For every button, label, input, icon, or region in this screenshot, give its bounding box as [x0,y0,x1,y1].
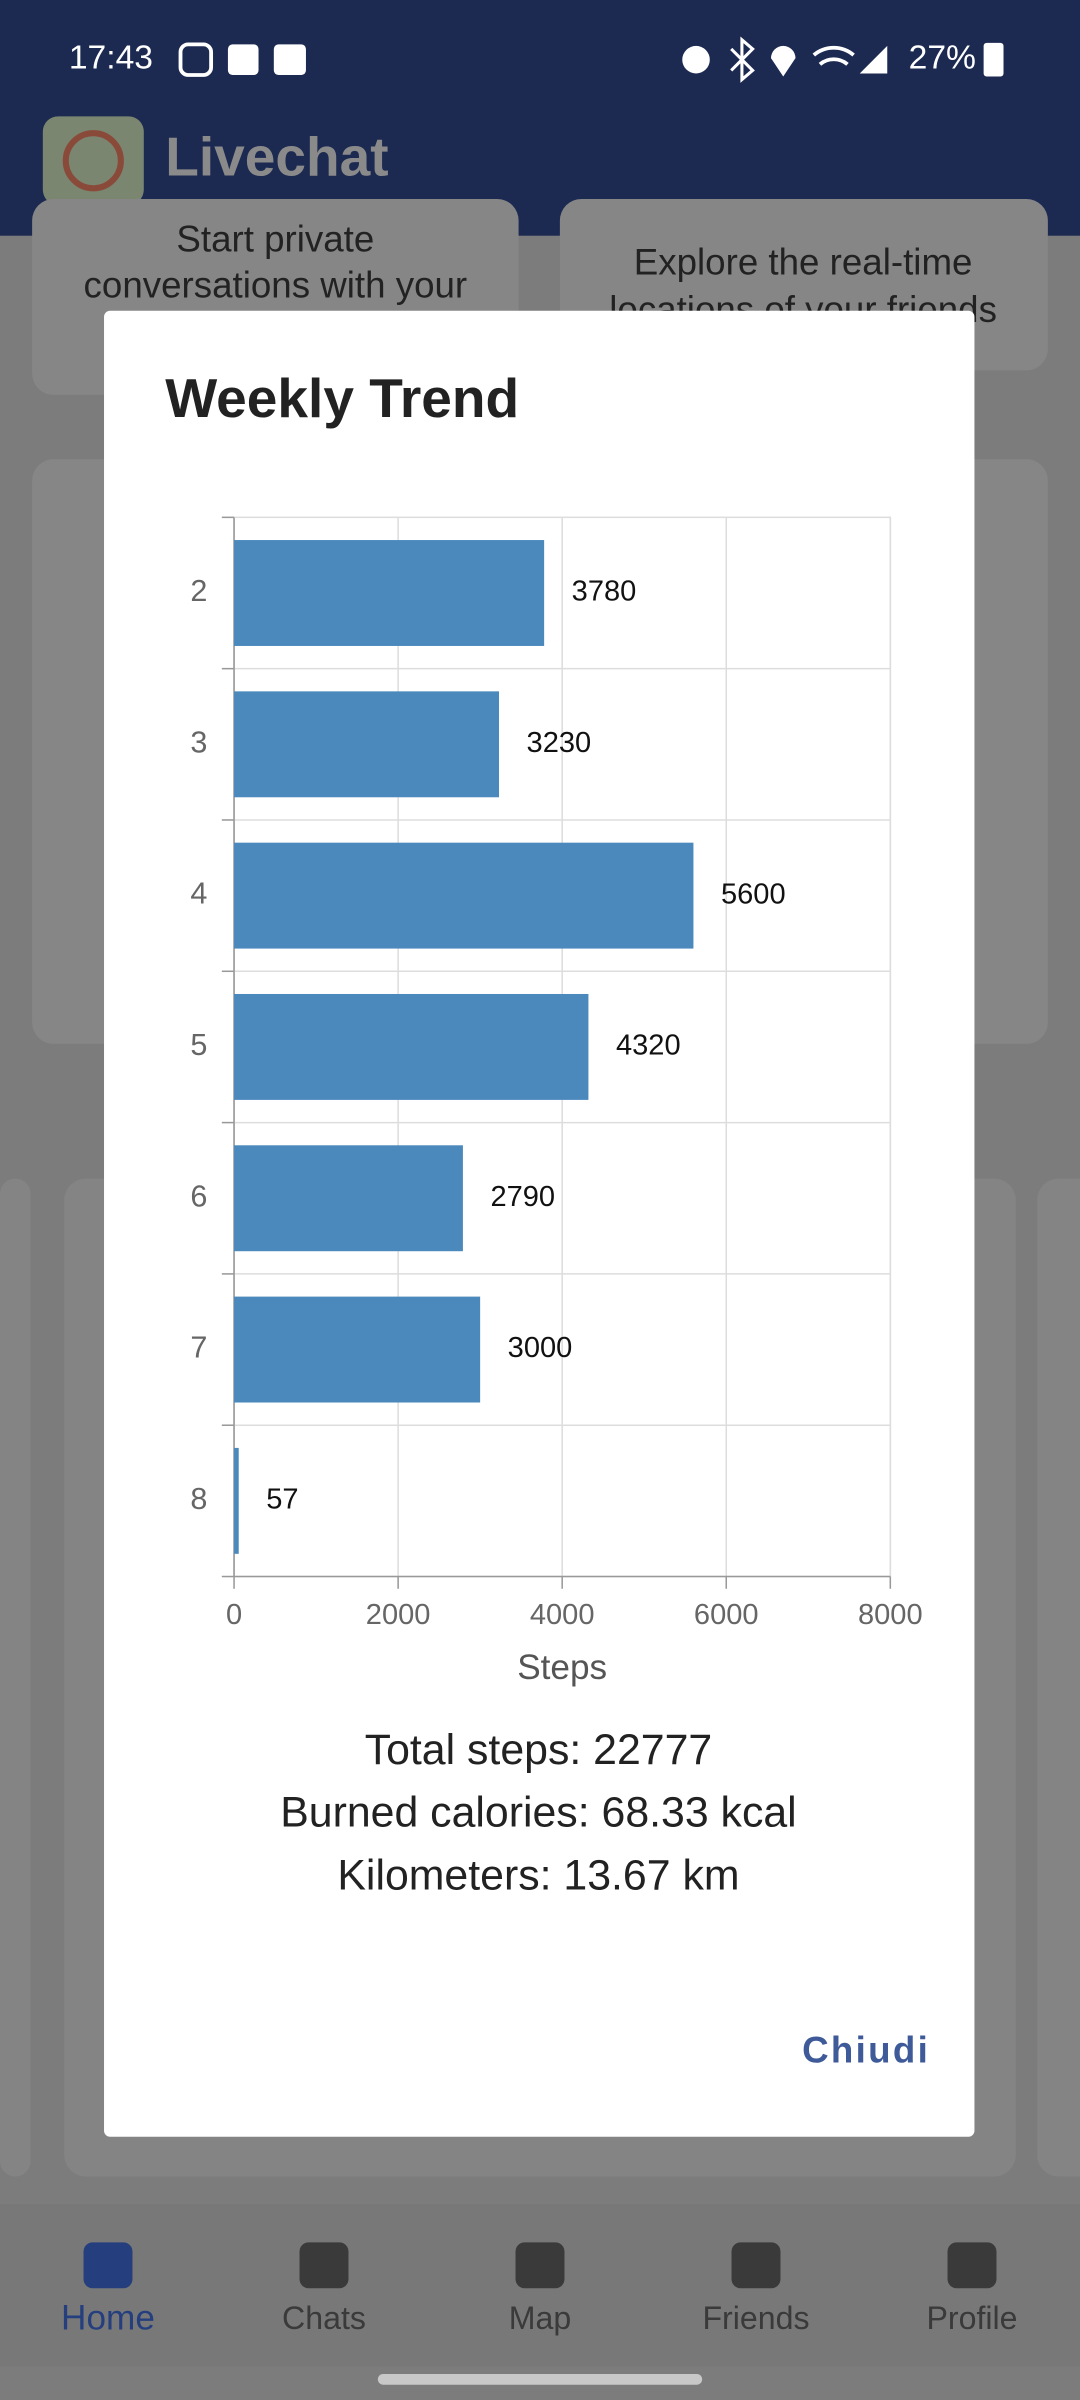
nav-icon [947,2242,997,2289]
card-text: conversations with your [84,264,468,305]
x-tick-label: 4000 [530,1599,595,1631]
x-tick-label: 0 [226,1599,242,1631]
status-icon [227,44,259,75]
status-icon [859,45,888,74]
status-time: 17:43 [69,40,153,77]
y-tick-label: 3 [190,725,207,759]
bar [234,691,500,798]
close-button[interactable]: Chiudi [802,2029,930,2070]
y-tick-label: 2 [190,574,207,608]
chart: 0 2000 4000 6000 8000 Steps 2 3780 3 3230 4 5600 5 43… [190,516,923,1687]
nav-label[interactable]: Map [509,2300,571,2336]
bar [234,540,545,646]
y-tick-label: 5 [190,1028,207,1062]
bar [234,993,589,1100]
stat-text: Total steps: 22777 [365,1726,713,1774]
bar [234,1296,481,1403]
x-tick-label: 8000 [858,1599,923,1631]
y-tick-label: 6 [190,1179,207,1213]
nav-icon [299,2242,349,2289]
card-text: Start private [176,219,374,260]
y-tick-label: 4 [190,877,207,911]
app-logo [42,116,144,206]
status-icon [812,45,855,66]
nav-label[interactable]: Friends [702,2300,809,2336]
value-label: 4320 [616,1030,681,1062]
app-logo [62,130,124,192]
stat-text: Burned calories: 68.33 kcal [280,1789,796,1837]
card-text: Explore the real-time [634,241,973,282]
status-battery: 27% [909,40,976,77]
status-icon [178,42,214,77]
y-tick-label: 7 [190,1331,207,1365]
status-icon [730,36,755,83]
bar [234,1145,463,1252]
dialog-title: Weekly Trend [165,367,519,429]
x-tick-label: 6000 [694,1599,759,1631]
value-label: 2790 [490,1181,555,1213]
card [0,1178,31,2177]
nav-label[interactable]: Profile [926,2300,1017,2336]
home-indicator [377,2373,703,2385]
nav-icon [83,2242,133,2289]
card [1037,1178,1080,2177]
stat-text: Kilometers: 13.67 km [337,1851,739,1899]
nav-label[interactable]: Home [61,2299,155,2338]
status-icon [770,45,796,77]
value-label: 57 [266,1484,298,1516]
status-icon [273,44,306,75]
status-icon [682,45,710,74]
value-label: 3780 [572,576,637,608]
value-label: 3000 [508,1332,573,1364]
app-title: Livechat [165,125,388,187]
nav-label[interactable]: Chats [282,2300,366,2336]
nav-items: Home Chats Map Friends Profile [61,2242,1018,2338]
x-tick-label: 2000 [366,1599,431,1631]
app-bar [0,0,1080,236]
bar [234,842,694,949]
nav-icon [731,2242,781,2289]
x-axis-label: Steps [517,1648,607,1687]
y-tick-label: 8 [190,1482,207,1516]
value-label: 5600 [721,878,786,910]
value-label: 3230 [527,727,592,759]
status-icon [983,42,1004,77]
nav-icon [515,2242,565,2289]
bar [234,1447,239,1554]
